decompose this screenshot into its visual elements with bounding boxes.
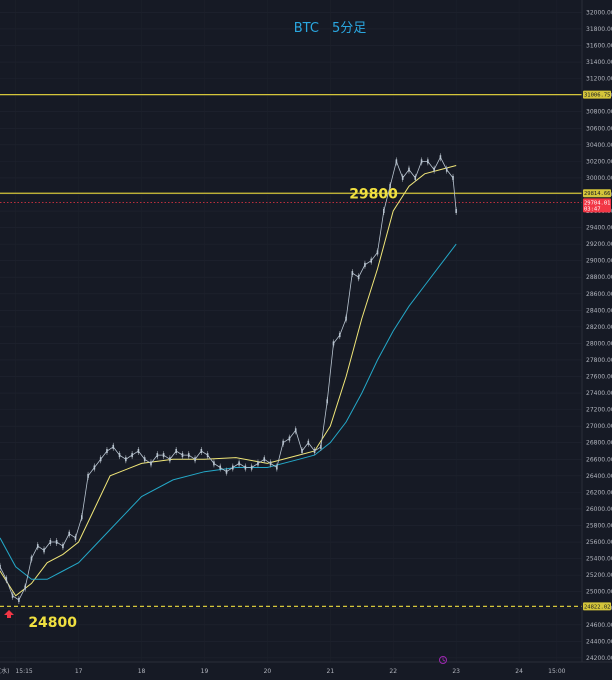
y-tick-label: 25800.00 [586, 522, 612, 529]
y-tick-label: 26400.00 [586, 473, 612, 480]
y-tick-label: 30600.00 [586, 125, 612, 132]
chart-title: BTC 5分足 [294, 21, 366, 36]
clock-icon[interactable] [439, 656, 447, 664]
price-tag-label: 29704.01 [584, 200, 611, 206]
x-tick-label: 23 [452, 668, 460, 675]
y-tick-label: 31600.00 [586, 43, 612, 50]
time-axis[interactable]: (水) 15:15 17 18 19 20 21 22 23 24 15:00 [0, 667, 566, 675]
y-tick-label: 25000.00 [586, 589, 612, 596]
price-axis[interactable]: 24200.0024400.0024600.0024800.0025000.00… [586, 9, 612, 661]
y-tick-label: 28000.00 [586, 340, 612, 347]
y-tick-label: 24600.00 [586, 622, 612, 629]
y-tick-label: 29400.00 [586, 225, 612, 232]
y-tick-label: 28200.00 [586, 324, 612, 331]
candle-body [455, 209, 457, 214]
y-tick-label: 28400.00 [586, 307, 612, 314]
x-tick-label: 17 [75, 668, 83, 675]
grid [0, 12, 582, 659]
y-tick-label: 32000.00 [586, 9, 612, 16]
y-tick-label: 29000.00 [586, 258, 612, 265]
y-tick-label: 30400.00 [586, 142, 612, 149]
y-tick-label: 27600.00 [586, 374, 612, 381]
x-tick-label: 24 [515, 668, 523, 675]
series-group [0, 153, 457, 604]
up-arrow-icon [4, 610, 14, 618]
series-line [0, 165, 457, 597]
annotation-label: 29800 [349, 186, 398, 202]
y-tick-label: 24400.00 [586, 638, 612, 645]
y-tick-label: 28800.00 [586, 274, 612, 281]
x-tick-label: 15:00 [548, 668, 565, 675]
y-tick-label: 25400.00 [586, 556, 612, 563]
y-tick-label: 26600.00 [586, 456, 612, 463]
price-tag-label: 29814.66 [584, 191, 611, 197]
y-tick-label: 26200.00 [586, 489, 612, 496]
y-tick-label: 25200.00 [586, 572, 612, 579]
y-tick-label: 25600.00 [586, 539, 612, 546]
annotation-label: 24800 [28, 615, 77, 631]
y-tick-label: 27000.00 [586, 423, 612, 430]
y-tick-label: 31800.00 [586, 26, 612, 33]
price-tag [583, 198, 611, 213]
price-line [0, 156, 457, 601]
y-tick-label: 31400.00 [586, 59, 612, 66]
x-tick-label: 19 [201, 668, 209, 675]
y-tick-label: 27200.00 [586, 407, 612, 414]
y-tick-label: 28600.00 [586, 291, 612, 298]
price-axis-background[interactable] [582, 0, 612, 662]
y-tick-label: 30200.00 [586, 158, 612, 165]
annotations: 29800 24800 [28, 186, 398, 631]
x-tick-label: 18 [138, 668, 146, 675]
x-tick-label: 21 [327, 668, 335, 675]
x-tick-label: 22 [389, 668, 397, 675]
price-tag-sublabel: 03:47 [584, 206, 601, 212]
y-tick-label: 31200.00 [586, 76, 612, 83]
y-tick-label: 27800.00 [586, 357, 612, 364]
x-tick-label: 20 [264, 668, 272, 675]
y-tick-label: 30800.00 [586, 109, 612, 116]
price-tag [583, 602, 611, 611]
price-tag-label: 24822.02 [584, 604, 611, 610]
horizontal-lines [0, 94, 582, 607]
x-tick-label: (水) 15:15 [0, 667, 33, 675]
y-tick-label: 26800.00 [586, 440, 612, 447]
price-tag [583, 189, 611, 198]
time-axis-background[interactable] [0, 662, 582, 680]
y-tick-label: 26000.00 [586, 506, 612, 513]
price-tag [583, 90, 611, 99]
y-tick-label: 27400.00 [586, 390, 612, 397]
y-tick-label: 29200.00 [586, 241, 612, 248]
price-tag-label: 31006.75 [584, 93, 611, 99]
y-tick-label: 24200.00 [586, 655, 612, 662]
y-tick-label: 30000.00 [586, 175, 612, 182]
